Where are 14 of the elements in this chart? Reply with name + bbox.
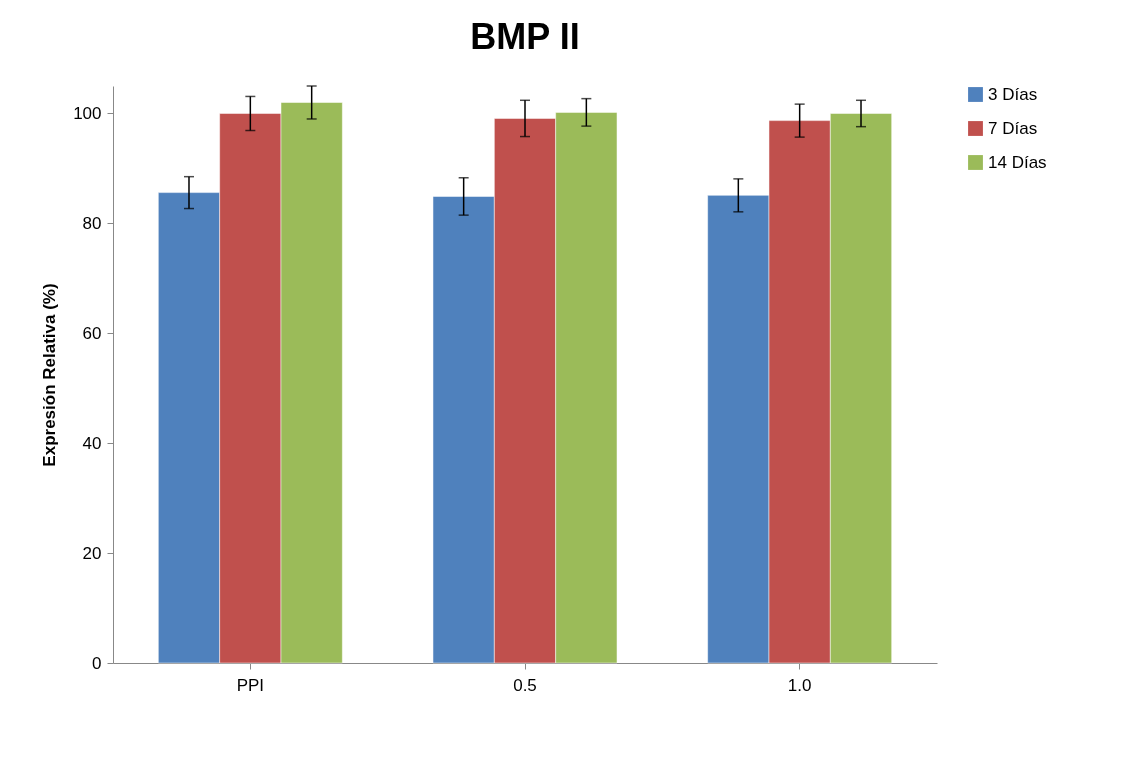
y-tick-label: 60 <box>82 323 102 343</box>
legend-label: 3 Días <box>988 84 1038 104</box>
x-tick-label: PPI <box>236 675 265 695</box>
chart-title: BMP II <box>470 16 580 58</box>
legend-label: 14 Días <box>988 152 1047 172</box>
y-tick-label: 40 <box>82 433 102 453</box>
y-tick-label: 100 <box>73 103 102 123</box>
y-tick-label: 20 <box>82 543 102 563</box>
legend-label: 7 Días <box>988 118 1038 138</box>
x-tick-label: 1.0 <box>787 675 812 695</box>
y-tick-label: 0 <box>92 653 102 673</box>
y-axis-title: Expresión Relativa (%) <box>40 283 60 467</box>
x-tick-label: 0.5 <box>513 675 537 695</box>
y-tick-label: 80 <box>82 213 102 233</box>
